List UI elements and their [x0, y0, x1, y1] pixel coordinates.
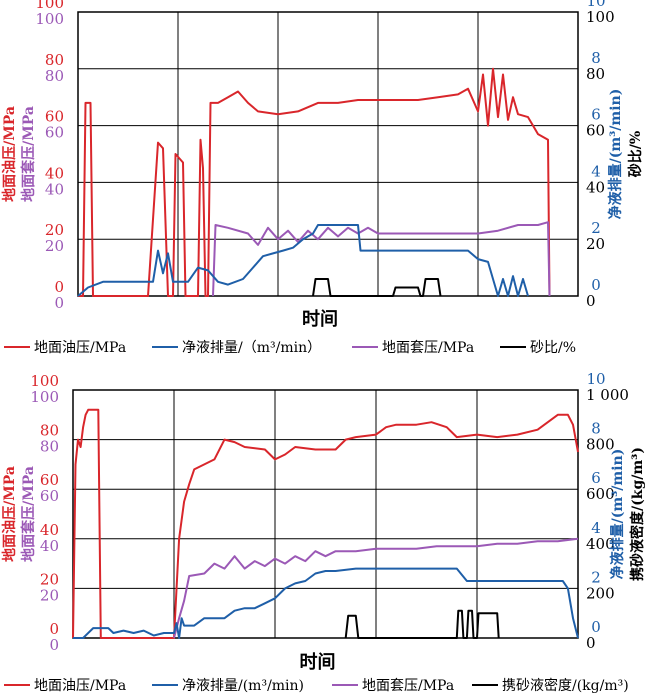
- rate-tick-0-5: 10: [586, 0, 605, 10]
- oil-tick-1-5: 100: [30, 372, 59, 390]
- rate-tick-1-3: 6: [591, 469, 601, 487]
- dens-tick-1-3: 600: [586, 485, 615, 503]
- rate-tick-0-1: 2: [591, 219, 601, 237]
- rate-tick-0-2: 4: [591, 162, 601, 180]
- rate-tick-1-2: 4: [591, 519, 601, 537]
- casing-tick-1-3: 60: [40, 487, 59, 505]
- oil-tick-0-5: 100: [35, 0, 64, 12]
- oil-axis-label-1: 地面油压/MPa: [1, 466, 18, 562]
- casing-tick-1-0: 0: [49, 636, 59, 654]
- oil-tick-0-1: 20: [45, 221, 64, 239]
- legend-label-0-2: 地面套压/MPa: [382, 340, 474, 356]
- plot-frame-1: [72, 389, 579, 639]
- plot-frame-0: [77, 11, 579, 297]
- casing-tick-0-3: 60: [45, 124, 64, 142]
- dens-tick-1-2: 400: [586, 535, 615, 553]
- series-line-0-3: [312, 278, 442, 297]
- series-line-0-1: [212, 221, 551, 297]
- casing-tick-0-0: 0: [54, 294, 64, 312]
- dens-tick-1-0: 0: [586, 634, 596, 652]
- oil-tick-0-0: 0: [54, 278, 64, 296]
- casing-tick-1-4: 80: [40, 438, 59, 456]
- rate-tick-0-3: 6: [591, 106, 601, 124]
- casing-tick-1-5: 100: [30, 388, 59, 406]
- series-line-0-2: [77, 224, 529, 297]
- legend-label-1-3: 携砂液密度/(kg/m³): [502, 677, 629, 694]
- casing-axis-label-0: 地面套压/MPa: [20, 106, 37, 202]
- oil-tick-1-1: 20: [40, 570, 59, 588]
- legend-label-1-2: 地面套压/MPa: [362, 678, 454, 694]
- sand-tick-0-0: 0: [586, 292, 596, 310]
- casing-tick-1-1: 20: [40, 586, 59, 604]
- dens-tick-1-5: 1 000: [586, 386, 629, 404]
- casing-axis-label-1: 地面套压/MPa: [20, 466, 37, 562]
- casing-tick-0-2: 40: [45, 180, 64, 198]
- rate-axis-label-0: 净液排量/(m³/min): [607, 89, 624, 220]
- x-axis-label-0: 时间: [302, 309, 338, 330]
- oil-tick-0-4: 80: [45, 51, 64, 69]
- series-line-1-2: [73, 567, 579, 639]
- series-line-1-1: [173, 537, 579, 639]
- dens-tick-1-4: 800: [586, 436, 615, 454]
- legend-label-1-0: 地面油压/MPa: [34, 678, 126, 694]
- casing-tick-0-4: 80: [45, 67, 64, 85]
- sand-tick-0-2: 40: [586, 178, 605, 196]
- rate-tick-1-5: 10: [586, 370, 605, 388]
- x-axis-label-1: 时间: [300, 652, 336, 673]
- series-line-0-0: [78, 67, 551, 297]
- sand-axis-label-0: 砂比/%: [627, 131, 644, 178]
- rate-tick-1-4: 8: [591, 420, 601, 438]
- series-line-1-3: [344, 609, 500, 639]
- rate-tick-1-1: 2: [591, 568, 601, 586]
- oil-tick-1-0: 0: [49, 620, 59, 638]
- casing-tick-0-1: 20: [45, 237, 64, 255]
- dens-tick-1-1: 200: [586, 584, 615, 602]
- casing-tick-1-2: 40: [40, 537, 59, 555]
- rate-axis-label-1: 净液排量/(m³/min): [609, 449, 626, 580]
- rate-tick-0-0: 0: [591, 276, 601, 294]
- oil-tick-1-2: 40: [40, 521, 59, 539]
- legend-label-0-0: 地面油压/MPa: [34, 340, 126, 356]
- legend-label-1-1: 净液排量/(m³/min): [182, 678, 304, 694]
- sand-tick-0-3: 60: [586, 122, 605, 140]
- rate-tick-1-0: 0: [591, 618, 601, 636]
- rate-tick-0-4: 8: [591, 49, 601, 67]
- sand-tick-0-4: 80: [586, 65, 605, 83]
- legend-label-0-1: 净液排量/（m³/min）: [182, 340, 321, 356]
- oil-tick-1-4: 80: [40, 422, 59, 440]
- sand-tick-0-5: 100: [586, 8, 615, 26]
- legend-label-0-3: 砂比/%: [530, 340, 576, 356]
- dens-axis-label-1: 携砂液密度/(kg/m³): [629, 447, 646, 581]
- series-line-1-0: [72, 408, 579, 639]
- oil-axis-label-0: 地面油压/MPa: [1, 106, 18, 202]
- oil-tick-0-3: 60: [45, 108, 64, 126]
- sand-tick-0-1: 20: [586, 235, 605, 253]
- casing-tick-0-5: 100: [35, 10, 64, 28]
- oil-tick-1-3: 60: [40, 471, 59, 489]
- oil-tick-0-2: 40: [45, 164, 64, 182]
